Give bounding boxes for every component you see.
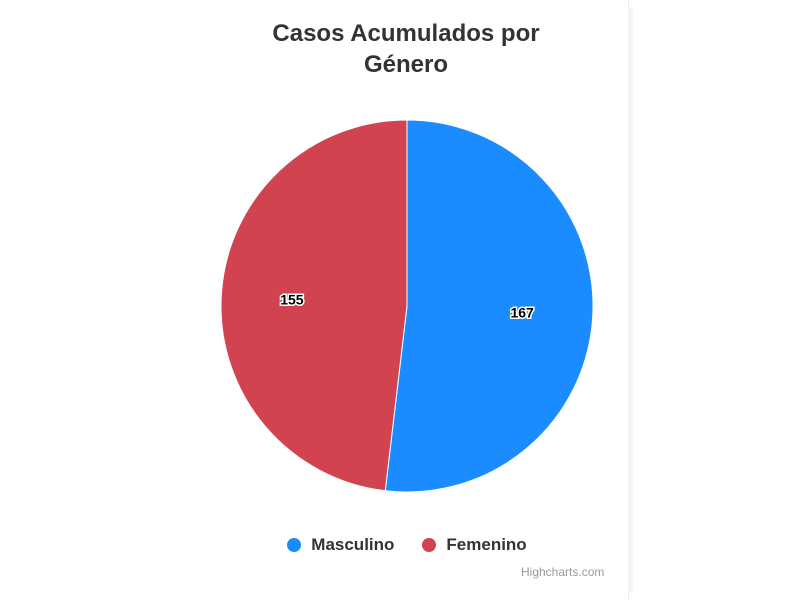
pie-slice-femenino[interactable] [220,119,408,492]
highcharts-credits-link[interactable]: Highcharts.com [521,565,605,579]
data-label-masculino: 167 [510,305,534,321]
legend-marker-femenino [422,538,437,552]
pie-slice-masculino[interactable] [384,119,594,493]
legend-label-masculino: Masculino [311,535,395,554]
panel-scroll-area [628,8,633,592]
chart-legend: Masculino Femenino [0,535,800,555]
legend-item-masculino[interactable]: Masculino [287,535,394,555]
legend-item-femenino[interactable]: Femenino [422,535,527,555]
legend-label-femenino: Femenino [446,535,527,554]
data-label-femenino: 155 [280,291,304,307]
chart-title: Casos Acumulados por Género [272,20,540,78]
legend-marker-masculino [287,538,302,552]
side-panel-edge [628,0,800,600]
